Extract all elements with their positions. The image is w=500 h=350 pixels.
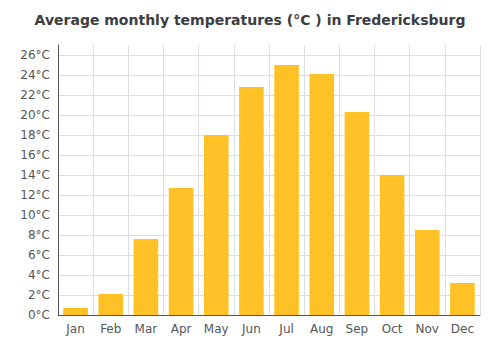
svg-text:2°C: 2°C	[28, 288, 50, 302]
svg-text:12°C: 12°C	[20, 188, 50, 202]
svg-text:14°C: 14°C	[20, 168, 50, 182]
svg-text:Oct: Oct	[382, 322, 403, 336]
svg-text:24°C: 24°C	[20, 68, 50, 82]
svg-text:Sep: Sep	[346, 322, 369, 336]
svg-text:Apr: Apr	[171, 322, 192, 336]
svg-text:0°C: 0°C	[28, 308, 50, 322]
svg-text:18°C: 18°C	[20, 128, 50, 142]
svg-text:Mar: Mar	[135, 322, 158, 336]
svg-text:8°C: 8°C	[28, 228, 50, 242]
svg-text:Feb: Feb	[100, 322, 121, 336]
svg-text:Average monthly temperatures (: Average monthly temperatures (°C ) in Fr…	[35, 12, 466, 28]
svg-text:Jul: Jul	[278, 322, 293, 336]
svg-text:16°C: 16°C	[20, 148, 50, 162]
svg-text:Nov: Nov	[416, 322, 439, 336]
svg-text:May: May	[204, 322, 229, 336]
svg-text:Dec: Dec	[451, 322, 474, 336]
svg-text:Jan: Jan	[65, 322, 85, 336]
svg-text:22°C: 22°C	[20, 88, 50, 102]
svg-text:Jun: Jun	[241, 322, 261, 336]
svg-text:Aug: Aug	[310, 322, 333, 336]
svg-text:4°C: 4°C	[28, 268, 50, 282]
svg-text:6°C: 6°C	[28, 248, 50, 262]
svg-text:20°C: 20°C	[20, 108, 50, 122]
svg-text:10°C: 10°C	[20, 208, 50, 222]
svg-text:26°C: 26°C	[20, 48, 50, 62]
